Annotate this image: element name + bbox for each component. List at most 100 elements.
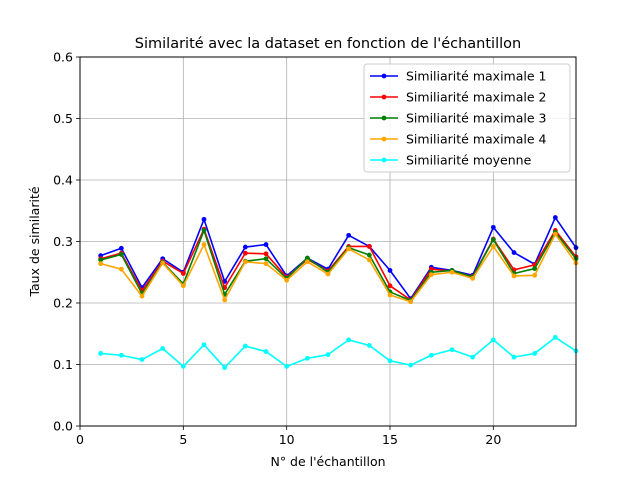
chart-title: Similarité avec la dataset en fonction d… xyxy=(135,36,521,52)
y-tick-label: 0.5 xyxy=(53,111,73,126)
data-point xyxy=(98,261,104,267)
data-point xyxy=(180,363,186,369)
data-point xyxy=(552,335,558,340)
data-point xyxy=(346,232,352,238)
y-tick-label: 0.0 xyxy=(53,419,73,434)
y-axis-label: Taux de similarité xyxy=(27,186,42,297)
series-line xyxy=(100,216,577,300)
data-point xyxy=(263,256,269,262)
data-point xyxy=(180,271,186,276)
legend-item: Similiarité moyenne xyxy=(370,153,532,168)
data-point xyxy=(160,346,166,351)
data-point xyxy=(201,216,207,222)
x-tick-label: 20 xyxy=(485,432,501,447)
legend-marker xyxy=(381,94,387,100)
data-point xyxy=(408,362,414,368)
data-point xyxy=(346,246,352,252)
data-point xyxy=(263,349,269,354)
data-point xyxy=(284,363,290,369)
x-tick-label: 0 xyxy=(76,432,84,447)
data-point xyxy=(366,244,372,249)
legend-label: Similiarité maximale 2 xyxy=(406,90,546,105)
series-line xyxy=(100,229,577,302)
data-point xyxy=(490,237,496,243)
legend-marker xyxy=(381,115,387,121)
data-point xyxy=(98,351,104,356)
legend-item: Similiarité maximale 3 xyxy=(370,111,546,126)
data-point xyxy=(263,251,269,257)
data-point xyxy=(387,283,393,289)
data-point xyxy=(201,228,207,233)
data-point xyxy=(366,252,372,258)
y-tick-label: 0.6 xyxy=(53,50,73,65)
data-point xyxy=(139,293,145,299)
legend-marker xyxy=(381,73,387,79)
data-point xyxy=(325,271,331,277)
data-point xyxy=(428,352,434,358)
data-point xyxy=(263,261,269,267)
data-point xyxy=(532,351,538,356)
legend-item: Similiarité maximale 1 xyxy=(370,69,546,84)
legend-label: Similiarité moyenne xyxy=(406,153,532,168)
legend: Similiarité maximale 1 Similiarité maxima… xyxy=(363,63,571,173)
data-point xyxy=(242,259,248,265)
data-point xyxy=(284,277,290,283)
data-point xyxy=(118,245,124,251)
data-point xyxy=(428,272,434,278)
data-point xyxy=(98,257,104,263)
data-point xyxy=(160,260,166,266)
data-point xyxy=(201,242,207,247)
data-point xyxy=(408,299,414,305)
data-point xyxy=(118,352,124,358)
data-point xyxy=(304,259,310,265)
data-point xyxy=(222,297,228,303)
data-point xyxy=(470,276,476,281)
series-group xyxy=(98,215,579,370)
data-point xyxy=(532,266,538,271)
data-point xyxy=(325,352,331,358)
y-tick-label: 0.3 xyxy=(53,234,73,249)
data-point xyxy=(118,266,124,272)
series-5 xyxy=(98,335,579,370)
data-point xyxy=(180,283,186,289)
data-point xyxy=(118,252,124,257)
data-point xyxy=(532,272,538,278)
x-tick-label: 5 xyxy=(179,432,187,447)
data-point xyxy=(242,250,248,256)
x-tick-label: 15 xyxy=(382,432,398,447)
data-point xyxy=(242,244,248,250)
data-point xyxy=(387,292,393,298)
data-point xyxy=(511,273,517,279)
series-line xyxy=(100,233,577,303)
x-axis-label: N° de l'échantillon xyxy=(270,454,385,469)
data-point xyxy=(242,343,248,349)
data-point xyxy=(490,337,496,343)
legend-label: Similiarité maximale 3 xyxy=(406,111,546,126)
data-point xyxy=(511,354,517,360)
legend-marker xyxy=(381,136,387,142)
ticks: 0 5 10 15 20 0.0 0.1 0.2 0.3 0.4 0.5 0.6 xyxy=(53,50,501,448)
data-point xyxy=(490,244,496,249)
y-tick-label: 0.2 xyxy=(53,296,73,311)
data-point xyxy=(490,224,496,230)
series-4 xyxy=(98,231,579,305)
legend-label: Similiarité maximale 4 xyxy=(406,132,547,147)
data-point xyxy=(222,365,228,370)
data-point xyxy=(139,357,145,362)
series-line xyxy=(100,336,577,369)
legend-item: Similiarité maximale 4 xyxy=(370,132,547,147)
data-point xyxy=(387,358,393,364)
legend-item: Similiarité maximale 2 xyxy=(370,90,546,105)
data-point xyxy=(470,354,476,360)
data-point xyxy=(201,342,207,348)
y-tick-label: 0.4 xyxy=(53,173,73,188)
data-point xyxy=(366,343,372,348)
data-point xyxy=(552,215,558,220)
data-point xyxy=(552,231,558,237)
y-tick-label: 0.1 xyxy=(53,357,73,372)
data-point xyxy=(263,242,269,247)
data-point xyxy=(304,255,310,261)
data-point xyxy=(387,268,393,273)
data-point xyxy=(511,250,517,255)
